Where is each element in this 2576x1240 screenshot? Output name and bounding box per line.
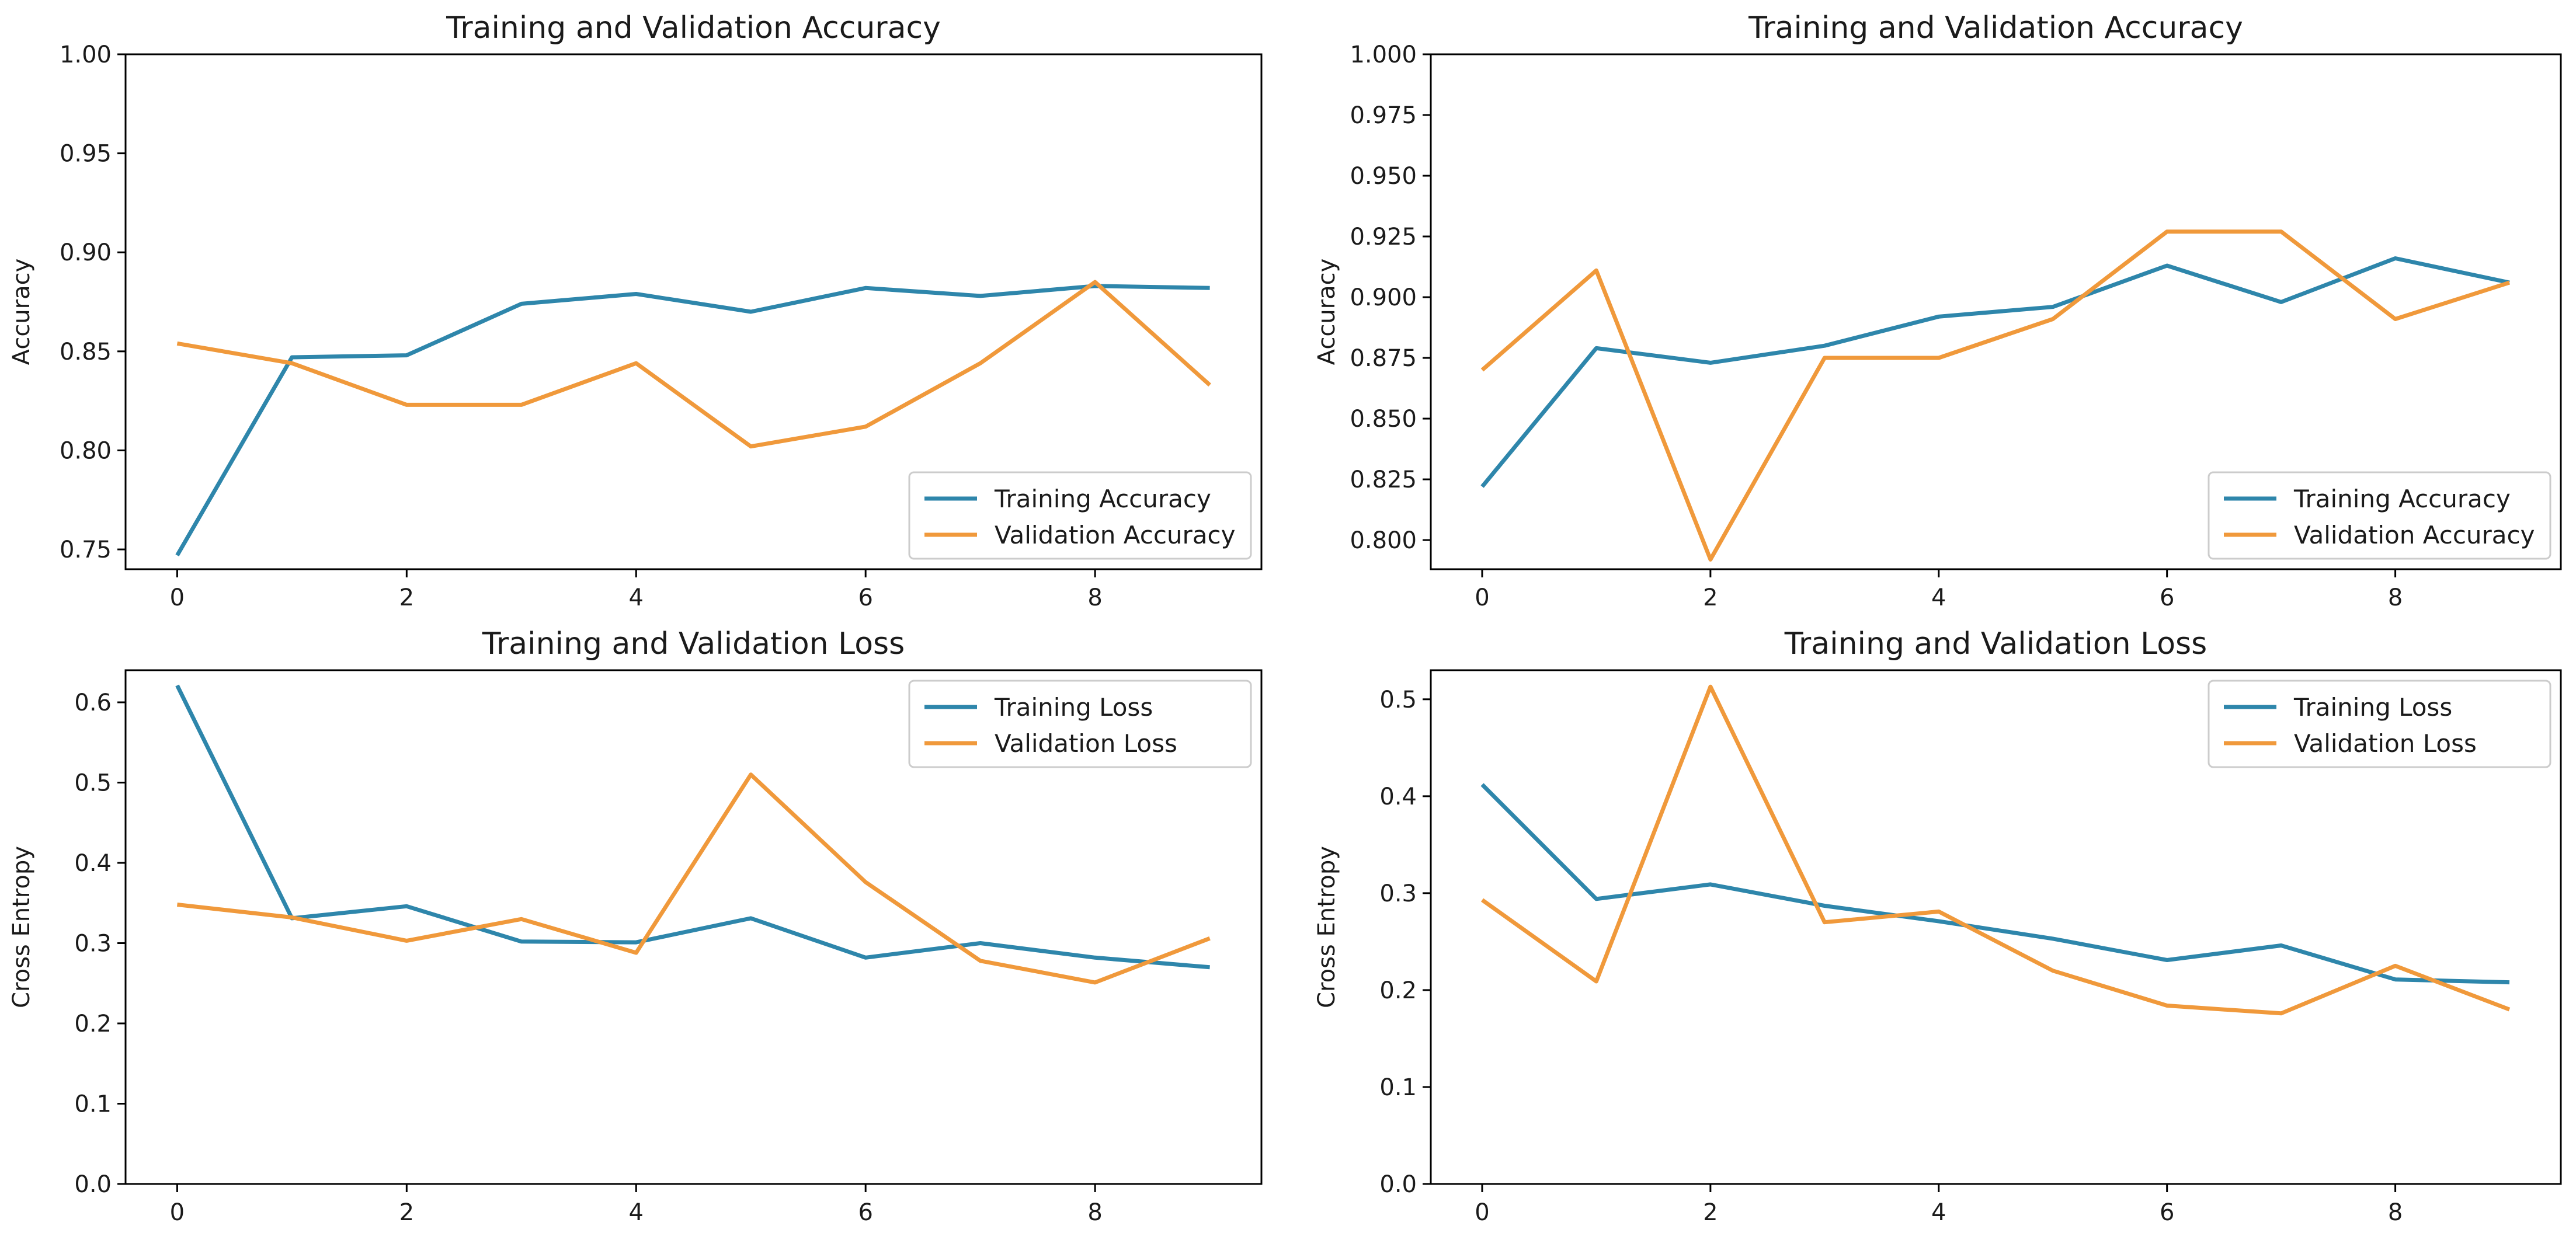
y-tick-label: 0.4 [1379,783,1417,810]
series-group [175,684,1211,985]
legend-label-validation-accuracy: Validation Accuracy [995,521,1236,549]
x-tick-label: 6 [858,584,872,611]
legend-label-training-accuracy: Training Accuracy [994,485,1211,513]
legend-box [2207,471,2551,560]
y-tick-label: 0.900 [1350,284,1417,311]
y-tick-label: 0.75 [60,537,112,563]
x-tick-label: 0 [1475,1199,1489,1226]
y-tick-label: 0.875 [1350,345,1417,372]
y-tick-label: 1.000 [1350,41,1417,68]
legend-label-training-loss: Training Loss [994,693,1153,722]
x-tick-label: 6 [2160,1199,2174,1226]
legend-box [2207,680,2551,768]
y-tick-label: 0.95 [60,141,112,168]
plot-frame [124,669,1263,1185]
x-tick-label: 2 [399,1199,414,1226]
y-tick-label: 0.5 [74,770,112,797]
legend-label-training-accuracy: Training Accuracy [2293,485,2511,513]
chart-title: Training and Validation Loss [482,626,905,661]
x-tick-label: 0 [170,1199,185,1226]
series-line-training-accuracy [1480,256,2510,488]
series-group [1480,684,2511,1016]
x-tick-label: 8 [1087,1199,1102,1226]
y-tick-label: 0.1 [1379,1074,1417,1101]
y-tick-label: 0.825 [1350,466,1417,493]
legend: Training Accuracy Validation Accuracy [908,471,1252,560]
y-tick-label: 0.975 [1350,102,1417,129]
series-line-training-accuracy [175,284,1210,557]
x-tick-label: 8 [2388,1199,2403,1226]
y-tick-label: 0.3 [74,931,112,957]
y-tick-label: 0.90 [60,239,112,266]
x-tick-label: 0 [1475,584,1489,611]
y-tick-label: 0.0 [74,1171,112,1198]
y-tick-label: 0.2 [1379,977,1417,1004]
x-tick-label: 4 [629,1199,644,1226]
y-tick-label: 1.00 [60,41,112,68]
legend: Training Accuracy Validation Accuracy [2207,471,2551,560]
legend: Training Loss Validation Loss [908,680,1252,768]
chart-title: Training and Validation Accuracy [1748,11,2243,46]
x-tick-label: 4 [1931,1199,1946,1226]
y-tick-label: 0.925 [1350,224,1417,250]
legend-label-training-loss: Training Loss [2293,693,2452,722]
loss-chart-left: Training and Validation Loss Cross Entrop… [8,626,1263,1226]
series-line-training-loss [1480,783,2510,985]
x-tick-label: 8 [1087,584,1102,611]
x-tick-label: 2 [399,584,414,611]
plot-frame [1430,669,2562,1185]
x-tick-label: 4 [1931,584,1946,611]
legend: Training Loss Validation Loss [2207,680,2551,768]
x-tick-label: 0 [170,584,185,611]
y-tick-label: 0.3 [1379,880,1417,907]
y-tick-label: 0.1 [74,1091,112,1118]
legend-label-validation-accuracy: Validation Accuracy [2294,521,2535,549]
y-tick-label: 0.850 [1350,406,1417,433]
accuracy-chart-left: Training and Validation Accuracy Accuracy… [8,11,1263,611]
legend-label-validation-loss: Validation Loss [2294,729,2477,758]
y-axis-label: Accuracy [8,259,35,365]
y-axis-label: Accuracy [1313,259,1340,365]
x-tick-label: 4 [629,584,644,611]
y-tick-label: 0.80 [60,437,112,464]
legend-box [908,680,1252,768]
x-tick-label: 2 [1703,584,1718,611]
series-line-validation-loss [177,772,1211,985]
y-tick-label: 0.800 [1350,527,1417,554]
chart-title: Training and Validation Loss [1784,626,2207,661]
plot-frame [124,53,1263,570]
x-tick-label: 2 [1703,1199,1718,1226]
y-tick-label: 0.4 [74,850,112,877]
y-tick-label: 0.2 [74,1011,112,1037]
series-line-validation-accuracy [176,280,1211,449]
series-line-validation-accuracy [1480,229,2511,562]
y-axis-label: Cross Entropy [8,846,35,1008]
y-axis-label: Cross Entropy [1313,846,1340,1008]
legend-box [908,471,1252,560]
x-tick-label: 6 [858,1199,872,1226]
x-tick-label: 8 [2388,584,2403,611]
y-tick-label: 0.5 [1379,687,1417,713]
plot-frame [1430,53,2562,570]
y-tick-label: 0.950 [1350,163,1417,190]
series-group [175,280,1211,557]
x-tick-label: 6 [2160,584,2174,611]
series-line-training-loss [175,684,1210,970]
legend-label-validation-loss: Validation Loss [995,729,1177,758]
y-tick-label: 0.85 [60,339,112,365]
y-tick-label: 0.0 [1379,1171,1417,1198]
loss-chart-right: Training and Validation Loss Cross Entrop… [1313,626,2562,1226]
y-tick-label: 0.6 [74,689,112,716]
series-line-validation-loss [1480,684,2511,1016]
chart-title: Training and Validation Accuracy [446,11,941,46]
accuracy-chart-right: Training and Validation Accuracy Accuracy… [1313,11,2562,611]
series-group [1480,229,2511,562]
